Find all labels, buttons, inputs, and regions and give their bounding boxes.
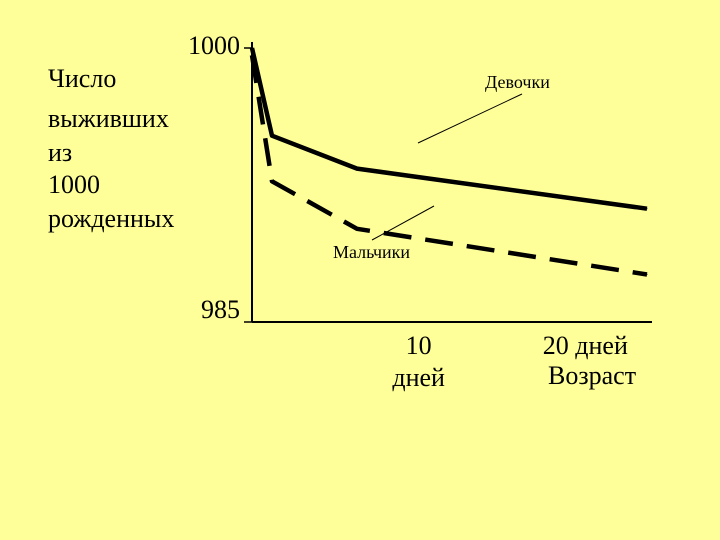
series-label-girls-leader xyxy=(417,93,523,144)
y-axis-label-line: из xyxy=(48,138,72,167)
series-point xyxy=(356,168,358,170)
y-axis-label-line: выживших xyxy=(48,104,169,133)
y-tick-label: 985 xyxy=(201,295,240,324)
series-line-girls xyxy=(249,47,648,211)
series-point xyxy=(271,180,273,182)
y-axis-label-line: Число xyxy=(48,64,116,93)
y-axis-label-line: 1000 xyxy=(48,170,100,199)
series-point xyxy=(646,274,648,276)
x-tick-label: 20 дней xyxy=(543,331,628,360)
y-axis-label-line: рожденных xyxy=(48,204,174,233)
series-label-girls: Девочки xyxy=(417,72,550,144)
x-axis-label: Возраст xyxy=(548,361,636,390)
x-ticks: 10 дней 20 дней xyxy=(392,331,628,392)
series-point xyxy=(356,228,358,230)
series-layer xyxy=(249,47,648,277)
series-label-boys-leader xyxy=(371,205,435,241)
y-tick-label: 1000 xyxy=(188,31,240,60)
series-point xyxy=(251,47,253,49)
y-ticks: 1000 985 xyxy=(188,31,252,324)
y-axis-label: Число выживших из 1000 рожденных xyxy=(48,64,174,233)
series-point xyxy=(251,54,253,56)
x-tick-label: 10 xyxy=(406,331,432,360)
x-tick-label: дней xyxy=(392,363,445,392)
series-label-girls-text: Девочки xyxy=(485,72,550,92)
series-point xyxy=(646,208,648,210)
series-label-boys: Мальчики xyxy=(333,205,435,262)
axes xyxy=(251,42,652,323)
series-point xyxy=(271,135,273,137)
series-line-boys xyxy=(249,54,648,277)
series-label-boys-text: Мальчики xyxy=(333,242,410,262)
